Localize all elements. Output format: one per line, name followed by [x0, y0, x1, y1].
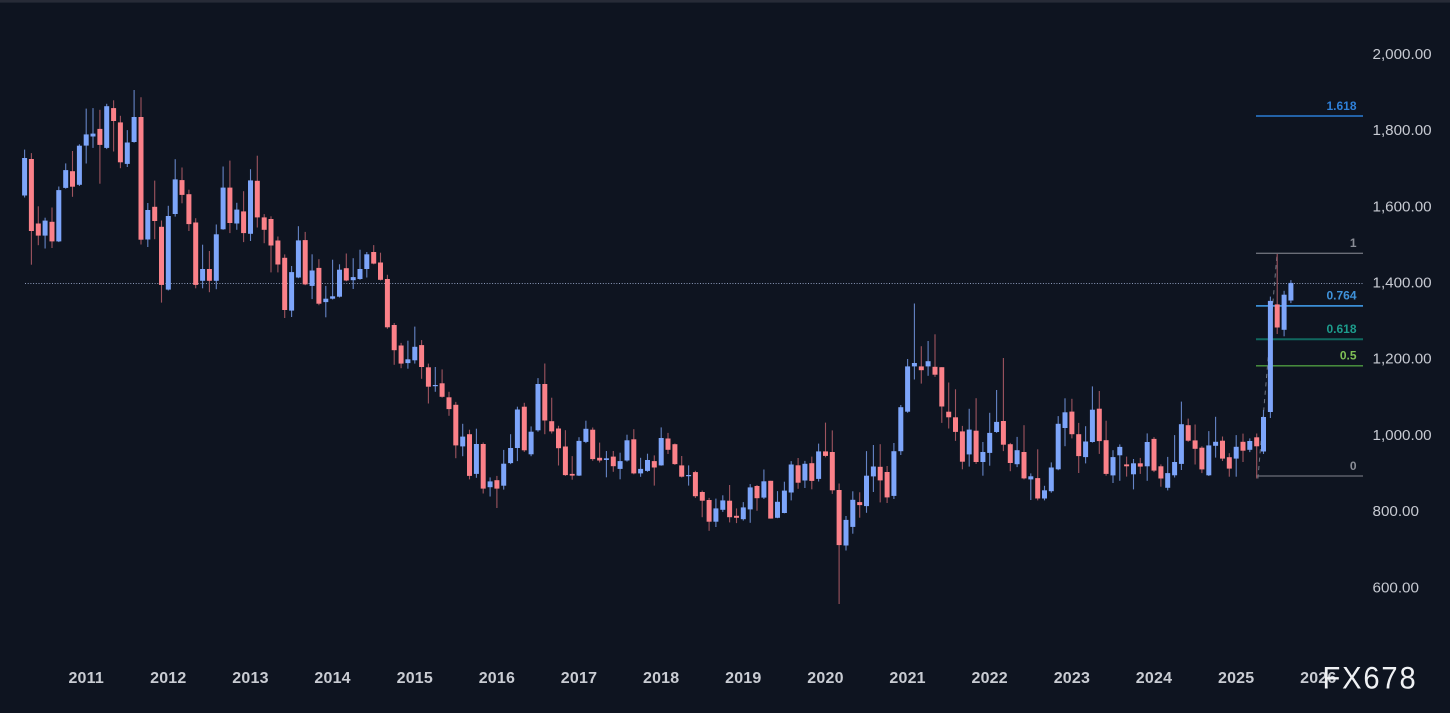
- svg-text:2014: 2014: [314, 670, 350, 687]
- svg-text:2013: 2013: [232, 670, 268, 687]
- svg-text:2017: 2017: [561, 670, 597, 687]
- svg-text:2025: 2025: [1218, 670, 1254, 687]
- svg-text:1.618: 1.618: [1326, 99, 1356, 113]
- svg-text:2015: 2015: [397, 670, 433, 687]
- svg-text:FX678: FX678: [1323, 660, 1418, 696]
- svg-text:2,000.00: 2,000.00: [1373, 46, 1432, 63]
- svg-text:2012: 2012: [150, 670, 186, 687]
- svg-text:0.764: 0.764: [1326, 289, 1356, 303]
- svg-text:600.00: 600.00: [1373, 579, 1419, 596]
- svg-text:2020: 2020: [807, 670, 843, 687]
- svg-text:0.5: 0.5: [1340, 349, 1357, 363]
- svg-text:1,800.00: 1,800.00: [1373, 122, 1432, 139]
- svg-text:1: 1: [1350, 236, 1357, 250]
- svg-text:2019: 2019: [725, 670, 761, 687]
- svg-text:2018: 2018: [643, 670, 679, 687]
- svg-text:1,400.00: 1,400.00: [1373, 275, 1432, 292]
- svg-text:800.00: 800.00: [1373, 503, 1419, 520]
- svg-text:2021: 2021: [889, 670, 925, 687]
- svg-text:0: 0: [1350, 459, 1357, 473]
- svg-text:2024: 2024: [1136, 670, 1172, 687]
- svg-text:2023: 2023: [1054, 670, 1090, 687]
- svg-text:2011: 2011: [68, 670, 104, 687]
- svg-text:1,000.00: 1,000.00: [1373, 427, 1432, 444]
- svg-text:1,600.00: 1,600.00: [1373, 198, 1432, 215]
- svg-text:0.618: 0.618: [1326, 322, 1356, 336]
- svg-text:2022: 2022: [971, 670, 1007, 687]
- svg-text:2026: 2026: [1300, 670, 1336, 687]
- svg-text:2016: 2016: [479, 670, 515, 687]
- svg-text:1,200.00: 1,200.00: [1373, 351, 1432, 368]
